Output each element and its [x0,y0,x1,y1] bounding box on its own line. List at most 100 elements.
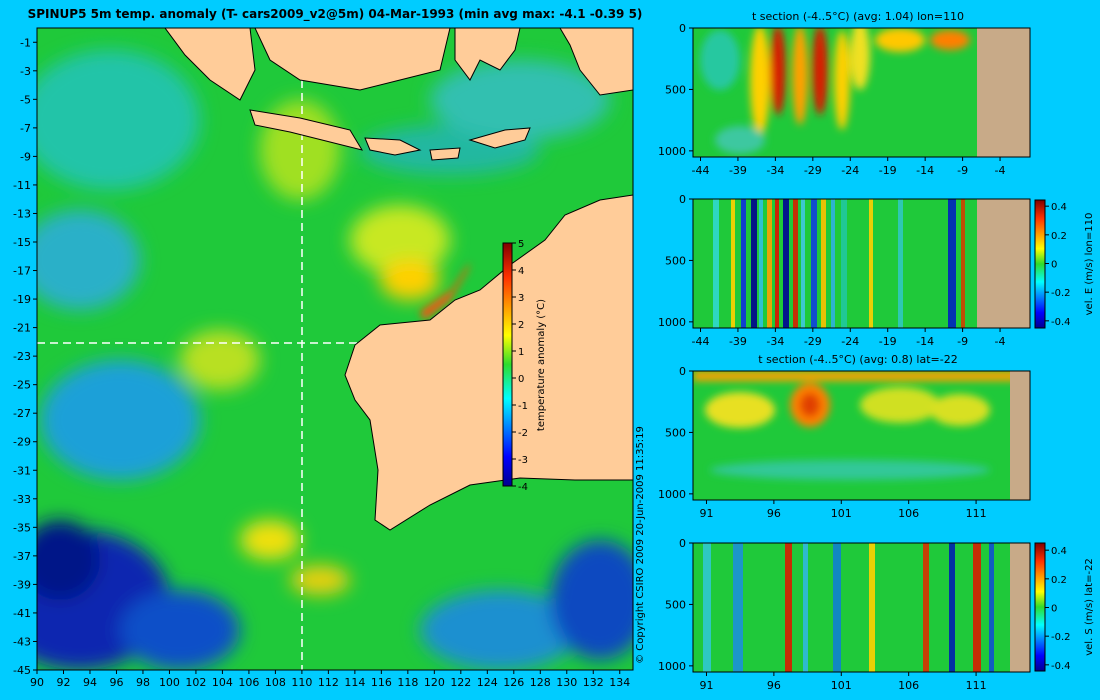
map-colorbar-ramp [502,242,513,487]
map-x-tick-label: 100 [159,676,180,689]
map-y-tick-label: -11 [13,179,31,192]
section-x-tick-label: -19 [879,164,897,177]
section-x-tick-label: -34 [766,164,784,177]
map-x-tick-label: 120 [424,676,445,689]
main-map: SPINUP5 5m temp. anomaly (T- cars2009_v2… [13,7,646,689]
map-colorbar-tick-label: 5 [518,239,524,250]
velocity-band [785,543,792,672]
land-sulawesi [454,28,521,81]
section-y-tick-label: 500 [665,426,686,439]
section-x-tick-label: 96 [767,679,781,692]
section-x-tick-label: -29 [804,335,822,348]
section-x-tick-label: -34 [766,335,784,348]
section-y-tick-label: 0 [679,537,686,550]
velocity-band [948,199,956,328]
map-y-tick-label: -15 [13,236,31,249]
map-y-tick-label: -25 [13,379,31,392]
section-temp-lat-field [693,371,1030,500]
map-x-tick-label: 114 [344,676,365,689]
land-sumatra [164,28,256,101]
map-y-tick-label: -31 [13,464,31,477]
map-x-ticks: 90 92 94 96 98 100 102 104 106 108 110 112 114 116 118… [30,670,630,689]
section-x-tick-label: -14 [916,335,934,348]
map-y-tick-label: -5 [20,93,31,106]
map-colorbar-label: temperature anomaly (°C) [536,299,547,431]
section-x-tick-label: -4 [995,335,1006,348]
velocity-band [869,199,873,328]
velocity-colorbar-tick-label: 0.2 [1051,575,1067,586]
velocity-band [751,199,757,328]
velocity-band [923,543,929,672]
map-x-tick-label: 110 [291,676,312,689]
section-x-tick-label: 106 [898,679,919,692]
map-x-tick-label: 118 [397,676,418,689]
map-y-tick-label: -17 [13,265,31,278]
map-y-tick-label: -27 [13,407,31,420]
section-x-tick-label: 91 [699,507,713,520]
ocean-eddies [37,50,633,670]
velocity-band [775,199,779,328]
vel-s-colorbar-label: vel. S (m/s) lat=-22 [1084,558,1095,656]
section-x-tick-label: -39 [729,164,747,177]
velocity-band [831,199,835,328]
velocity-band [731,199,735,328]
section-x-tick-label: -19 [879,335,897,348]
map-x-tick-label: 126 [503,676,524,689]
map-x-tick-label: 106 [238,676,259,689]
map-x-tick-label: 102 [185,676,206,689]
section-x-tick-label: -44 [692,164,710,177]
map-title: SPINUP5 5m temp. anomaly (T- cars2009_v2… [28,7,643,22]
vel-e-colorbar-label: vel. E (m/s) lon=110 [1084,213,1095,316]
velocity-band [713,199,719,328]
map-colorbar-tick-label: 2 [518,320,524,331]
map-x-tick-label: 90 [30,676,44,689]
section-y-tick-label: 0 [679,22,686,35]
vel-s-colorbar-ramp [1034,542,1046,672]
map-colorbar-tick-label: -3 [518,455,528,466]
section-x-tick-label: 101 [831,507,852,520]
map-y-tick-label: -13 [13,207,31,220]
section-x-tick-label: -29 [804,164,822,177]
map-y-tick-label: -23 [13,350,31,363]
section-x-tick-label: 101 [831,679,852,692]
section-x-tick-label: -9 [957,335,968,348]
map-y-tick-label: -39 [13,578,31,591]
map-y-tick-label: -41 [13,607,31,620]
section-x-tick-label: -24 [841,335,859,348]
velocity-band [821,199,826,328]
section-temp-lat: t section (-4..5°C) (avg: 0.8) lat=-22 9… [658,353,1031,520]
map-colorbar-tick-label: -4 [518,482,528,493]
section-y-tick-label: 500 [665,254,686,267]
map-y-tick-label: -45 [13,664,31,677]
map-x-tick-label: 104 [212,676,233,689]
section-temp-lon-land [977,28,1030,157]
velocity-band [973,543,981,672]
section-y-tick-label: 500 [665,83,686,96]
section-temp-lat-title: t section (-4..5°C) (avg: 0.8) lat=-22 [758,353,957,366]
map-y-tick-label: -21 [13,322,31,335]
map-x-tick-label: 128 [530,676,551,689]
velocity-colorbar-tick-label: 0 [1051,604,1057,615]
velocity-colorbar-tick-label: 0.4 [1051,546,1067,557]
map-x-tick-label: 116 [371,676,392,689]
land-borneo [254,28,451,91]
map-x-tick-label: 94 [83,676,97,689]
section-y-tick-label: 1000 [658,660,686,673]
coastal-warm-current [420,262,470,320]
map-x-tick-label: 134 [609,676,630,689]
map-y-tick-label: -19 [13,293,31,306]
vel-e-colorbar-ramp [1034,199,1046,329]
section-vel-e-land [977,199,1030,328]
map-colorbar-tick-label: 1 [518,347,524,358]
section-x-tick-label: -14 [916,164,934,177]
map-x-tick-label: 112 [318,676,339,689]
section-x-tick-label: -4 [995,164,1006,177]
map-x-tick-label: 130 [556,676,577,689]
velocity-band [733,543,743,672]
map-y-tick-label: -29 [13,436,31,449]
vel-e-colorbar-ticks: 0.4 0.2 0 -0.2 -0.4 [1045,202,1071,328]
section-temp-lon: t section (-4..5°C) (avg: 1.04) lon=110 … [658,10,1031,177]
section-y-tick-label: 500 [665,598,686,611]
velocity-band [949,543,955,672]
